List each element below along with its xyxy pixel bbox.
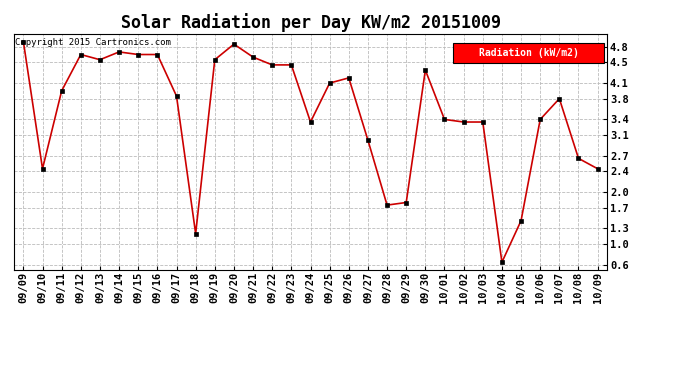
FancyBboxPatch shape [453,43,604,63]
Text: Radiation (kW/m2): Radiation (kW/m2) [479,48,578,58]
Title: Solar Radiation per Day KW/m2 20151009: Solar Radiation per Day KW/m2 20151009 [121,13,500,32]
Text: Copyright 2015 Cartronics.com: Copyright 2015 Cartronics.com [15,39,171,48]
